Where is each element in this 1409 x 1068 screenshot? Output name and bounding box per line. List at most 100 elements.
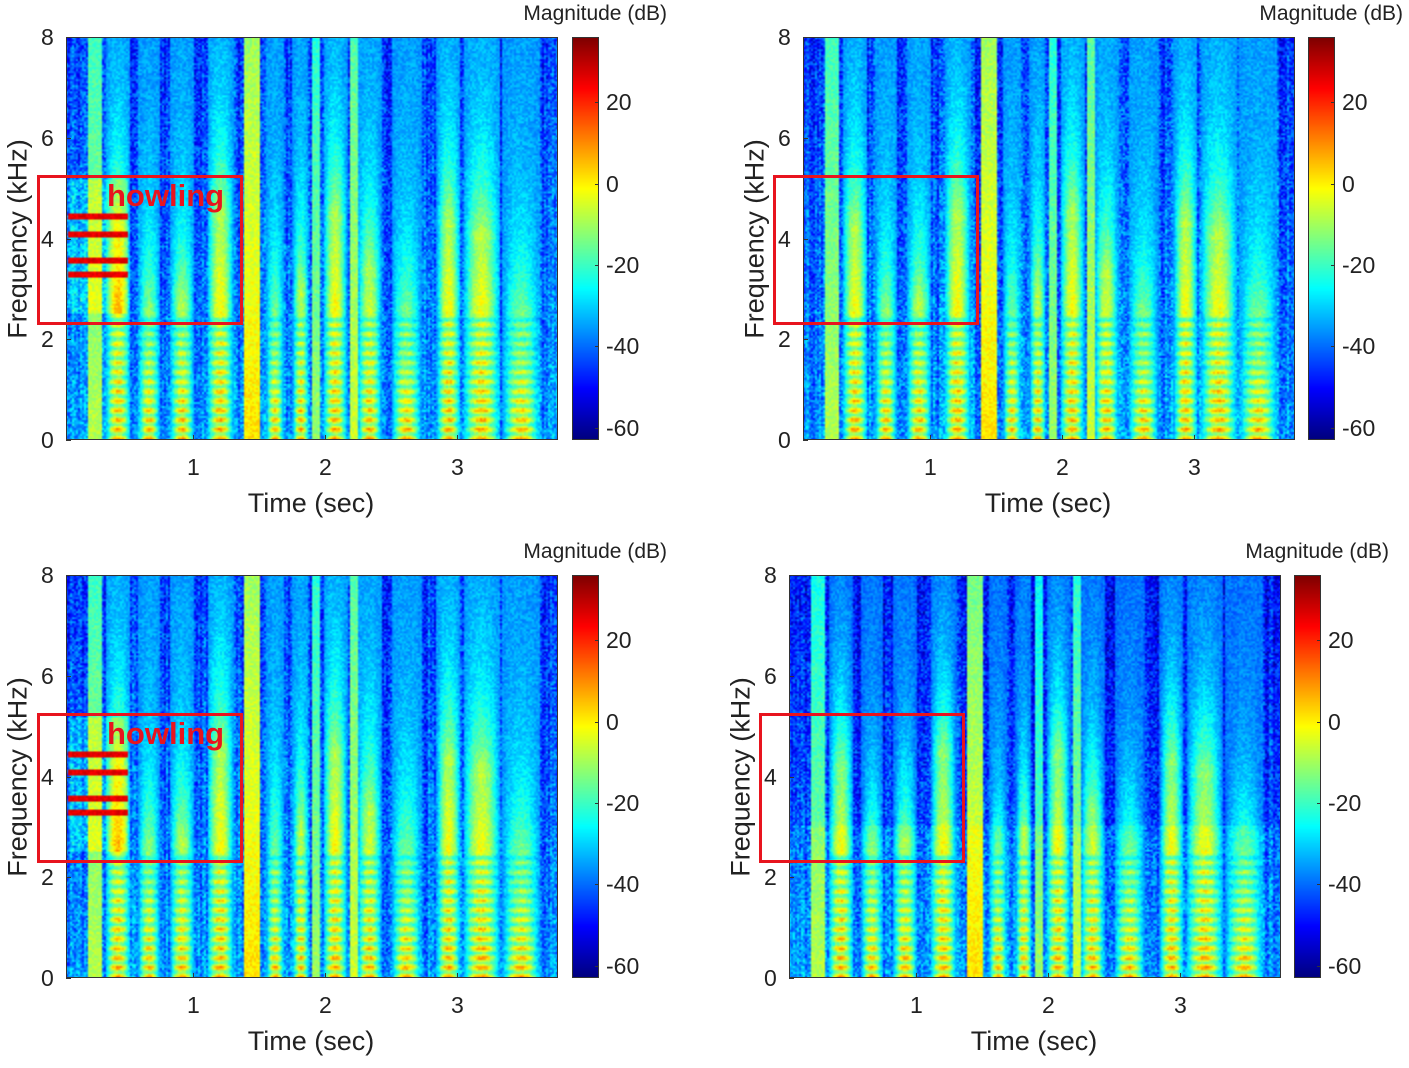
y-tick-label: 2 xyxy=(764,864,777,891)
colorbar-tick-mark xyxy=(1317,965,1321,967)
y-tick-label: 0 xyxy=(41,427,54,453)
x-tick-mark xyxy=(1180,973,1181,978)
x-tick-label: 3 xyxy=(1174,992,1187,1018)
colorbar xyxy=(1308,37,1335,440)
x-tick-mark xyxy=(193,973,194,978)
colorbar-tick-mark xyxy=(1317,802,1321,804)
x-tick-mark xyxy=(916,973,917,978)
x-tick-mark xyxy=(325,973,326,978)
y-axis-label: Frequency (kHz) xyxy=(739,139,770,339)
colorbar-label: Magnitude (dB) xyxy=(523,540,667,563)
x-tick-label: 1 xyxy=(187,454,200,480)
x-tick-mark xyxy=(193,435,194,440)
colorbar-tick-label: 0 xyxy=(606,170,619,197)
colorbar-tick-mark xyxy=(595,183,599,185)
colorbar xyxy=(572,575,599,978)
x-tick-mark xyxy=(457,973,458,978)
x-tick-label: 1 xyxy=(910,992,923,1018)
colorbar-tick-label: -40 xyxy=(1342,333,1376,360)
y-axis-label: Frequency (kHz) xyxy=(2,139,33,339)
colorbar-tick-mark xyxy=(595,102,599,104)
spectrogram-heatmap xyxy=(789,575,1281,978)
y-tick-label: 4 xyxy=(764,763,777,790)
y-tick-mark xyxy=(66,137,71,139)
x-tick-label: 3 xyxy=(451,992,464,1018)
y-tick-mark xyxy=(66,877,71,879)
x-axis-label: Time (sec) xyxy=(247,1026,375,1056)
x-axis-label: Time (sec) xyxy=(984,488,1112,518)
spectrogram-heatmap xyxy=(66,575,558,978)
x-tick-label: 3 xyxy=(1188,454,1201,480)
y-tick-label: 6 xyxy=(764,662,777,689)
x-tick-mark xyxy=(325,435,326,440)
x-tick-label: 2 xyxy=(319,454,332,480)
y-tick-mark xyxy=(803,339,808,341)
colorbar-tick-label: 0 xyxy=(1342,170,1355,197)
y-tick-label: 2 xyxy=(778,326,791,353)
colorbar xyxy=(1294,575,1321,978)
colorbar-tick-label: -60 xyxy=(606,414,640,441)
y-tick-label: 8 xyxy=(778,24,791,50)
y-tick-mark xyxy=(803,238,808,240)
colorbar-label: Magnitude (dB) xyxy=(523,2,667,25)
colorbar-tick-label: -60 xyxy=(606,952,640,979)
colorbar-tick-label: 20 xyxy=(606,89,632,116)
y-tick-mark xyxy=(789,776,794,778)
spectrogram-heatmap xyxy=(803,37,1295,440)
y-tick-label: 8 xyxy=(41,562,54,588)
x-tick-label: 2 xyxy=(1056,454,1069,480)
colorbar-tick-mark xyxy=(595,721,599,723)
y-tick-mark xyxy=(66,440,71,441)
y-tick-mark xyxy=(789,575,794,576)
x-tick-mark xyxy=(457,435,458,440)
colorbar-tick-mark xyxy=(595,346,599,348)
colorbar-tick-mark xyxy=(595,264,599,266)
y-tick-label: 2 xyxy=(41,326,54,353)
y-tick-mark xyxy=(789,978,794,979)
colorbar-tick-mark xyxy=(1317,721,1321,723)
colorbar-tick-label: 20 xyxy=(1342,89,1368,116)
colorbar-tick-label: -40 xyxy=(606,333,640,360)
colorbar-tick-mark xyxy=(595,427,599,429)
spectrogram-heatmap xyxy=(66,37,558,440)
colorbar-tick-label: 0 xyxy=(1328,708,1341,735)
colorbar-tick-label: -40 xyxy=(606,871,640,898)
colorbar-label: Magnitude (dB) xyxy=(1245,540,1389,563)
x-tick-label: 2 xyxy=(1042,992,1055,1018)
colorbar-tick-mark xyxy=(595,884,599,886)
colorbar-tick-label: -60 xyxy=(1342,414,1376,441)
colorbar-tick-mark xyxy=(1331,346,1335,348)
colorbar-tick-label: -20 xyxy=(606,251,640,278)
colorbar-tick-label: -40 xyxy=(1328,871,1362,898)
colorbar-tick-mark xyxy=(595,965,599,967)
x-tick-label: 2 xyxy=(319,992,332,1018)
x-tick-mark xyxy=(1194,435,1195,440)
x-tick-label: 3 xyxy=(451,454,464,480)
howling-annotation: howling xyxy=(107,716,225,752)
y-tick-mark xyxy=(789,675,794,677)
y-tick-label: 6 xyxy=(778,124,791,151)
x-axis-label: Time (sec) xyxy=(247,488,375,518)
y-tick-label: 4 xyxy=(41,225,54,252)
x-tick-label: 1 xyxy=(187,992,200,1018)
y-tick-label: 4 xyxy=(41,763,54,790)
y-tick-label: 0 xyxy=(764,965,777,991)
howling-highlight-box xyxy=(37,713,243,864)
howling-highlight-box xyxy=(773,175,979,326)
howling-highlight-box xyxy=(759,713,965,864)
colorbar-tick-mark xyxy=(1331,183,1335,185)
colorbar-tick-label: 20 xyxy=(606,627,632,654)
colorbar-tick-label: -20 xyxy=(1342,251,1376,278)
howling-highlight-box xyxy=(37,175,243,326)
y-tick-label: 2 xyxy=(41,864,54,891)
y-tick-mark xyxy=(66,238,71,240)
y-tick-label: 8 xyxy=(41,24,54,50)
y-tick-label: 0 xyxy=(41,965,54,991)
y-tick-mark xyxy=(789,877,794,879)
colorbar-tick-mark xyxy=(595,640,599,642)
y-tick-label: 4 xyxy=(778,225,791,252)
colorbar-tick-mark xyxy=(595,802,599,804)
y-tick-mark xyxy=(66,575,71,576)
howling-annotation: howling xyxy=(107,178,225,214)
y-tick-mark xyxy=(66,339,71,341)
